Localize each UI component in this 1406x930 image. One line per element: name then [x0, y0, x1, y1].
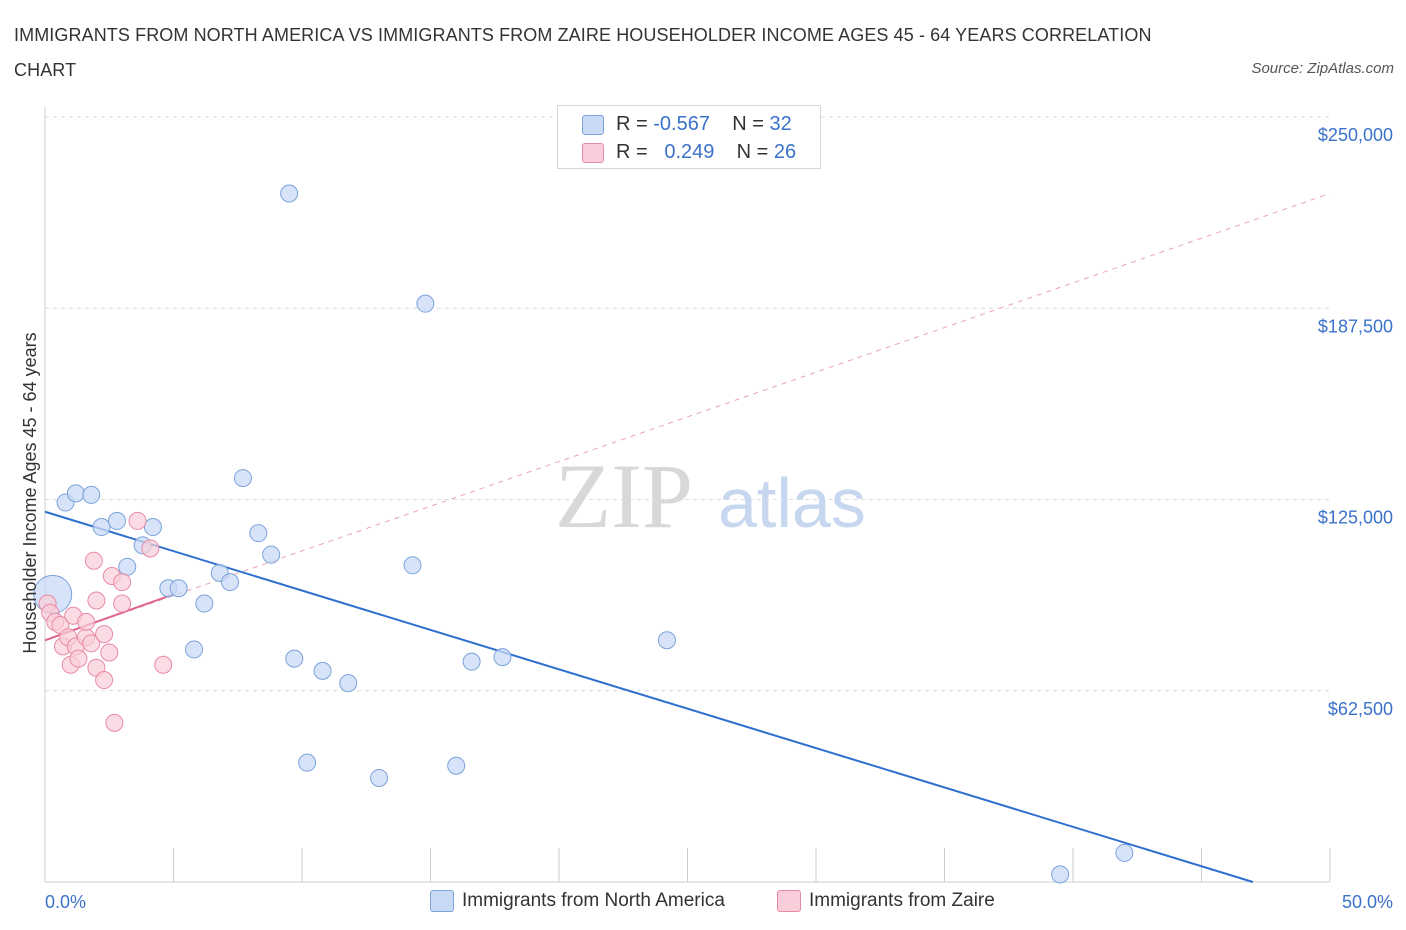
north-america-trendline [44, 510, 1254, 883]
north-america-point [298, 753, 317, 772]
north-america-point [447, 756, 466, 775]
legend-r-label: R = [616, 141, 648, 163]
y-tick-label: $125,000 [1318, 508, 1393, 528]
watermark-atlas: atlas [718, 464, 866, 542]
north-america-point [195, 594, 214, 613]
watermark: ZIP atlas [555, 445, 866, 547]
zaire-point [84, 551, 103, 570]
legend-n-label: N = [732, 113, 764, 135]
source-label: Source: ZipAtlas.com [1251, 60, 1394, 77]
zaire-point [95, 625, 114, 644]
north-america-point [143, 518, 162, 537]
axes [44, 107, 1331, 883]
north-america-point [313, 661, 332, 680]
north-america-point [262, 545, 281, 564]
bottom-legend-label: Immigrants from North America [462, 890, 725, 911]
watermark-zip: ZIP [555, 445, 693, 547]
legend-swatch-pink [582, 143, 604, 163]
zaire-point [113, 594, 132, 613]
y-tick-label: $187,500 [1318, 316, 1393, 336]
legend-n-label: N = [736, 141, 769, 163]
legend-r-value: -0.567 [653, 113, 710, 135]
north-america-point [1051, 865, 1070, 884]
legend-n-value: 26 [773, 141, 797, 163]
north-america-point [403, 556, 422, 575]
legend-n-value: 32 [769, 113, 792, 135]
grid-lines [45, 116, 1330, 692]
north-america-point [416, 294, 435, 313]
x-tick-label-max: 50.0% [1342, 892, 1393, 912]
north-america-point [249, 524, 268, 543]
zaire-point [77, 612, 96, 631]
y-tick-labels: $250,000 $187,500 $125,000 $62,500 [1318, 125, 1393, 719]
zaire-point [128, 511, 147, 530]
zaire-point [87, 591, 106, 610]
north-america-point [169, 579, 188, 598]
north-america-point [339, 674, 358, 693]
north-america-point [233, 469, 252, 488]
north-america-point [221, 573, 240, 592]
north-america-point [657, 631, 676, 650]
zaire-point [82, 634, 101, 653]
north-america-point [285, 649, 304, 668]
y-tick-label: $250,000 [1318, 125, 1393, 145]
north-america-point [1115, 843, 1134, 862]
north-america-point [82, 485, 101, 504]
north-america-point [280, 184, 299, 203]
bottom-legend-swatch-pink [777, 890, 801, 912]
north-america-point [462, 652, 481, 671]
north-america-point [92, 518, 111, 537]
y-axis-label: Householder Income Ages 45 - 64 years [20, 332, 40, 653]
data-points [33, 184, 1134, 884]
north-america-point [370, 768, 389, 787]
legend-r-label: R = [616, 113, 648, 135]
north-america-point [185, 640, 204, 659]
zaire-extended-trendline [44, 193, 1331, 641]
zaire-point [113, 573, 132, 592]
zaire-point [141, 539, 160, 558]
north-america-point [493, 648, 512, 667]
zaire-point [69, 649, 88, 668]
zaire-point [95, 671, 114, 690]
chart-title: IMMIGRANTS FROM NORTH AMERICA VS IMMIGRA… [14, 25, 1152, 80]
legend-r-value: 0.249 [664, 141, 715, 163]
zaire-point [100, 643, 119, 662]
north-america-point [107, 511, 126, 530]
bottom-legend-label: Immigrants from Zaire [809, 890, 995, 911]
zaire-point [154, 655, 173, 674]
north-america-point [66, 484, 85, 503]
north-america-point [118, 557, 137, 576]
zaire-point [105, 713, 124, 732]
y-tick-label: $62,500 [1328, 699, 1393, 719]
stats-legend: R = -0.567 N = 32 R = 0.249 N = 26 [557, 105, 821, 169]
x-tick-label-min: 0.0% [45, 892, 86, 912]
legend-swatch-blue [582, 115, 604, 135]
x-tick-labels: 0.0% 50.0% [45, 892, 1393, 912]
bottom-legend-swatch-blue [430, 890, 454, 912]
